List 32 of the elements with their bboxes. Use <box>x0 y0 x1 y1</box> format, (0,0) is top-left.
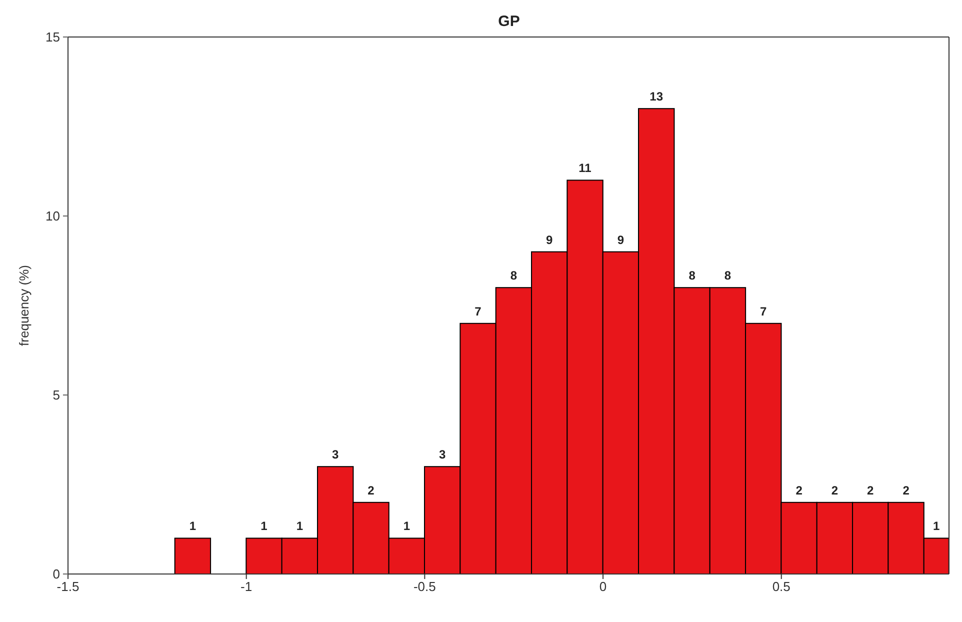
x-tick-label: 0 <box>599 579 607 594</box>
y-tick-label: 0 <box>52 566 60 582</box>
data-label: 8 <box>688 268 696 283</box>
data-label: 7 <box>474 304 482 318</box>
data-label: 2 <box>831 483 838 498</box>
y-tick-label: 5 <box>52 388 60 403</box>
x-tick-label: -0.5 <box>413 579 436 594</box>
data-label: 1 <box>933 519 940 534</box>
data-label: 2 <box>796 483 803 498</box>
data-label: 9 <box>617 232 624 247</box>
data-label: 8 <box>724 268 732 283</box>
y-tick-label: 15 <box>46 30 60 45</box>
data-label: 9 <box>546 232 554 247</box>
data-label: 1 <box>403 519 410 534</box>
data-label: 1 <box>260 519 268 534</box>
y-axis-title: frequency (%) <box>16 265 32 346</box>
x-tick-label: -1 <box>240 579 252 594</box>
data-label: 3 <box>332 448 340 462</box>
data-label: 1 <box>296 519 304 534</box>
data-label: 8 <box>510 268 518 283</box>
y-tick-label: 10 <box>46 208 60 224</box>
x-tick-label: 0.5 <box>772 579 790 594</box>
x-tick-label: -1.5 <box>56 579 80 594</box>
data-label: 3 <box>439 448 446 462</box>
data-label: 2 <box>867 483 874 498</box>
data-label: 11 <box>578 161 592 176</box>
data-label: 1 <box>189 519 196 534</box>
data-label: 13 <box>650 90 664 104</box>
data-label: 7 <box>760 304 768 318</box>
chart-title: GP <box>498 13 520 30</box>
data-label: 2 <box>902 483 910 498</box>
data-label: 2 <box>368 483 375 498</box>
